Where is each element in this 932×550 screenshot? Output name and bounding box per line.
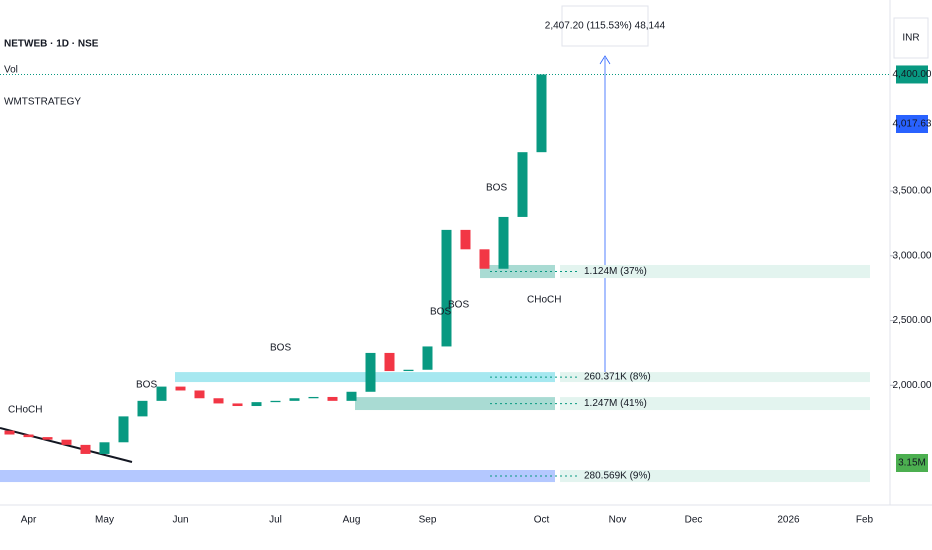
candle-body <box>498 216 509 269</box>
currency[interactable]: INR <box>902 33 919 44</box>
candle-body <box>327 396 338 401</box>
candle-body <box>118 416 129 443</box>
zone-box <box>560 397 870 411</box>
zone-label: 260.371K (8%) <box>584 372 651 383</box>
candle-body <box>232 403 243 407</box>
candle-body <box>23 434 34 438</box>
candle-body <box>441 229 452 347</box>
x-tick-label: Dec <box>685 515 703 526</box>
zone-box <box>560 264 870 279</box>
indicator-label: Vol <box>4 65 18 76</box>
measure-label: 2,407.20 (115.53%) 48,144 <box>545 21 666 32</box>
candle-body <box>4 430 15 435</box>
annotation: BOS <box>486 183 507 194</box>
x-tick-label: Feb <box>856 515 874 526</box>
zone-label: 1.124M (37%) <box>584 266 647 277</box>
measure-box <box>561 5 649 47</box>
annotation: BOS <box>270 343 291 354</box>
candle-body <box>403 369 414 372</box>
indicator-label: WMTSTRATEGY <box>4 97 81 108</box>
candle-body <box>384 352 395 372</box>
ma-price-tag <box>896 114 928 133</box>
zone-box <box>560 470 870 483</box>
x-tick-label: Nov <box>609 515 627 526</box>
x-tick-label: Aug <box>343 515 361 526</box>
volume-tag <box>896 454 928 472</box>
candle-body <box>42 437 53 440</box>
x-tick-label: Jul <box>269 515 282 526</box>
candle-body <box>80 444 91 454</box>
measure-arrow <box>599 55 611 65</box>
annotation: CHoCH <box>527 295 561 306</box>
y-tick-label: 3,500.00 <box>893 186 932 197</box>
y-tick-label: 3,000.00 <box>893 250 932 261</box>
zone-on-chart <box>175 372 555 383</box>
annotation: BOS <box>136 380 157 391</box>
chart-title: NETWEB · 1D · NSE <box>4 39 99 50</box>
candle-body <box>517 152 528 217</box>
zone-label: 1.247M (41%) <box>584 398 647 409</box>
candle-body <box>213 398 224 404</box>
x-tick-label: Apr <box>21 515 37 526</box>
last-price-label: 4,400.00 <box>893 69 932 80</box>
x-tick-label: May <box>95 515 114 526</box>
x-tick-label: Sep <box>419 515 437 526</box>
candle-body <box>251 402 262 407</box>
candle-body <box>346 391 357 401</box>
candle-body <box>61 439 72 445</box>
zone-on-chart <box>0 470 555 483</box>
y-tick-label: 2,000.00 <box>893 380 932 391</box>
currency-box[interactable] <box>893 17 929 59</box>
x-tick-label: 2026 <box>777 515 800 526</box>
candle-body <box>536 74 547 153</box>
candle-body <box>289 398 300 401</box>
zone-box <box>560 372 870 383</box>
candle-body <box>194 390 205 399</box>
zone-label: 280.569K (9%) <box>584 471 651 482</box>
candle-body <box>460 229 471 250</box>
x-tick-label: Jun <box>172 515 188 526</box>
candle-body <box>137 400 148 417</box>
trend-line <box>0 427 133 463</box>
candle-body <box>479 249 490 269</box>
x-tick-label: Oct <box>534 515 550 526</box>
candle-body <box>308 396 319 399</box>
zone-on-chart <box>355 397 555 411</box>
candle-body <box>175 386 186 391</box>
candle-body <box>422 346 433 370</box>
ma-price-label: 4,017.63 <box>893 119 932 130</box>
volume-label: 3.15M <box>898 458 926 469</box>
candle-body <box>270 400 281 403</box>
candle-body <box>156 386 167 401</box>
annotation: BOS <box>430 307 451 318</box>
candle-body <box>99 442 110 454</box>
annotation: BOS <box>448 300 469 311</box>
y-tick-label: 2,500.00 <box>893 315 932 326</box>
candle-body <box>365 352 376 392</box>
annotation: CHoCH <box>8 405 42 416</box>
last-price-tag <box>896 65 928 84</box>
